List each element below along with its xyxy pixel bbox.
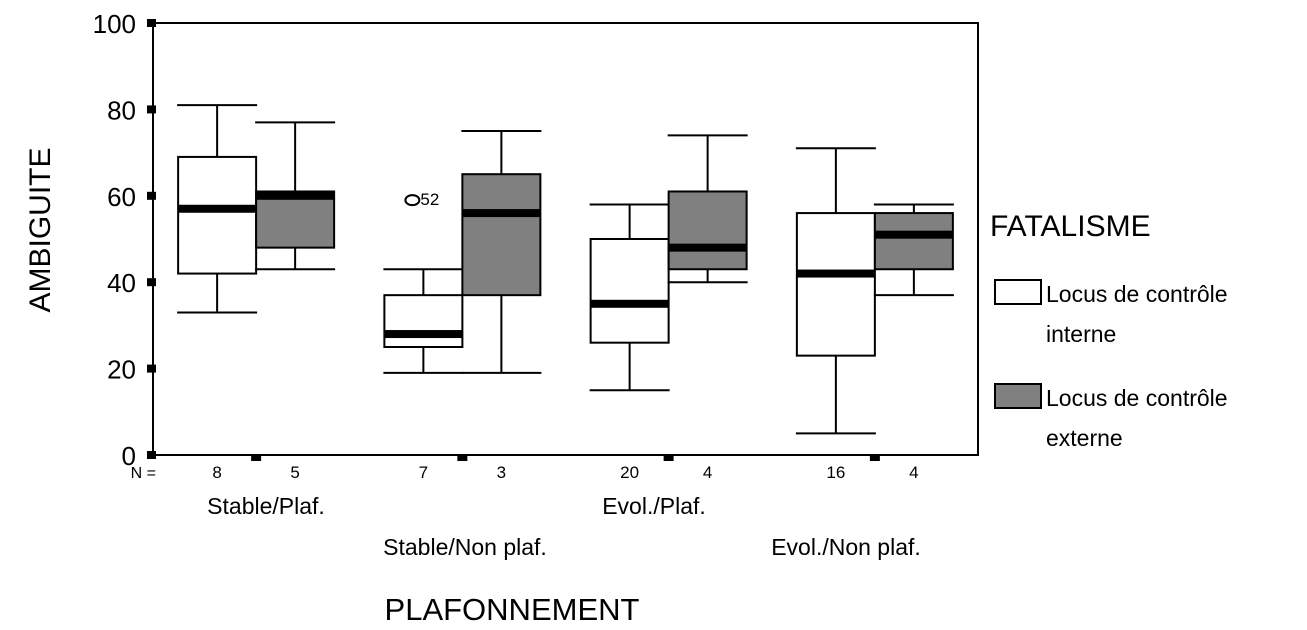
box	[589, 238, 670, 344]
median-bar	[796, 269, 875, 278]
category-label: Stable/Non plaf.	[383, 534, 547, 560]
legend: FATALISME Locus de contrôle interne Locus …	[990, 210, 1228, 451]
y-tick	[147, 278, 156, 287]
outliers: 52	[404, 190, 439, 209]
median-bar	[256, 191, 335, 200]
legend-entry-label: externe	[1046, 425, 1123, 451]
x-tick	[457, 455, 468, 461]
y-tick-label: 20	[107, 355, 136, 385]
box	[795, 212, 876, 357]
y-tick	[147, 364, 156, 373]
category-label: Stable/Plaf.	[207, 493, 325, 519]
n-label-prefix: N =	[131, 465, 156, 482]
y-tick	[147, 19, 156, 27]
box	[461, 173, 542, 297]
n-label: 20	[620, 463, 639, 482]
legend-entry-label: interne	[1046, 321, 1116, 347]
box	[667, 190, 748, 271]
n-label: 8	[212, 463, 221, 482]
legend-swatch	[994, 279, 1042, 305]
n-label: 3	[497, 463, 506, 482]
x-tick	[663, 455, 674, 461]
n-label: 5	[290, 463, 299, 482]
y-axis-label: AMBIGUITE	[24, 147, 57, 312]
n-label: 4	[703, 463, 712, 482]
boxes	[177, 104, 954, 435]
n-labels: N = 8 7 20 16 5 3 4 4	[131, 463, 919, 482]
legend-entry-label: Locus de contrôle	[1046, 281, 1228, 307]
n-label: 4	[909, 463, 918, 482]
y-tick-label: 0	[122, 441, 136, 471]
box	[177, 155, 258, 275]
legend-swatch	[994, 383, 1042, 409]
x-tick	[869, 455, 880, 461]
y-tick	[147, 105, 156, 114]
median-bar	[668, 243, 747, 252]
category-labels: Stable/Plaf. Stable/Non plaf. Evol./Plaf. E…	[207, 493, 921, 560]
n-label: 16	[826, 463, 845, 482]
n-label: 7	[419, 463, 428, 482]
median-bar	[874, 230, 953, 239]
x-tick	[251, 455, 262, 461]
y-tick	[147, 191, 156, 200]
median-bar	[590, 299, 669, 308]
median-bar	[384, 330, 463, 339]
median-bar	[178, 204, 257, 213]
y-tick-label: 40	[107, 268, 136, 298]
y-tick-label: 80	[107, 95, 136, 125]
box	[383, 294, 464, 349]
box	[873, 212, 954, 271]
outlier-marker	[404, 194, 421, 207]
y-tick-label: 60	[107, 182, 136, 212]
y-tick	[147, 451, 156, 459]
legend-entry-label: Locus de contrôle	[1046, 385, 1228, 411]
category-label: Evol./Non plaf.	[771, 534, 921, 560]
axes: 0 20 40 60 80 100	[93, 9, 979, 471]
y-tick-label: 100	[93, 9, 136, 39]
outlier-label: 52	[420, 190, 439, 209]
box	[255, 190, 336, 249]
x-axis-label: PLAFONNEMENT	[385, 592, 640, 627]
median-bar	[462, 209, 541, 218]
legend-title: FATALISME	[990, 210, 1151, 243]
category-label: Evol./Plaf.	[602, 493, 706, 519]
plot-frame	[152, 22, 979, 456]
